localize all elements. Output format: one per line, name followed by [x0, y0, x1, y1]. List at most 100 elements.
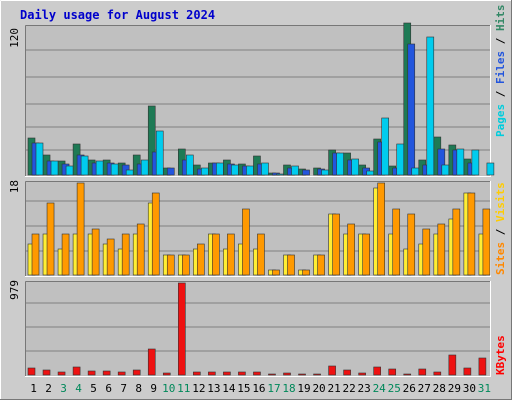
x-tick-label-day-9: 9	[150, 382, 157, 395]
bar-kbytes-day-18	[283, 372, 291, 376]
legends: Pages / Files / Hits Sites / Visits KBytes	[494, 5, 507, 376]
bar-sites-day-4	[76, 182, 85, 276]
x-tick-label-day-24: 24	[373, 382, 387, 395]
bar-kbytes-day-20	[313, 373, 321, 376]
legend-separator: /	[494, 84, 507, 104]
legend-pages: Pages	[494, 104, 507, 137]
panel-3-ymax-label: 979	[8, 280, 21, 300]
plot-area	[25, 281, 491, 377]
legend-visits: Visits	[494, 182, 507, 222]
bar-sites-day-17	[272, 269, 280, 276]
x-tick-label-day-4: 4	[75, 382, 82, 395]
bar-pages-day-28	[441, 164, 450, 176]
bar-sites-day-3	[61, 233, 70, 276]
bar-pages-day-31	[486, 162, 495, 176]
bar-files-day-26	[407, 43, 416, 176]
bar-pages-day-2	[50, 160, 59, 176]
bar-kbytes-day-3	[57, 371, 66, 376]
bar-sites-day-20	[317, 254, 325, 276]
bar-pages-day-30	[471, 149, 480, 176]
legend-panel-1: Pages / Files / Hits	[494, 5, 507, 138]
kbytes-panel	[25, 281, 491, 377]
bar-kbytes-day-7	[117, 371, 126, 376]
bar-kbytes-day-26	[403, 373, 412, 376]
x-tick-label-day-17: 17	[267, 382, 280, 395]
panel-1-ymax-label: 120	[8, 28, 21, 48]
bar-sites-day-5	[91, 228, 100, 276]
bar-sites-day-16	[257, 233, 265, 276]
x-tick-label-day-3: 3	[60, 382, 67, 395]
bar-pages-day-13	[216, 162, 224, 176]
bar-sites-day-26	[407, 213, 416, 276]
bar-pages-day-9	[155, 130, 164, 176]
x-axis-day-labels: 1 2 3 4 5 6 7 8 9 10 11 12 13 14 15 16 17 18 19 20 21 22 23 24 2…	[30, 382, 491, 395]
bar-sites-day-19	[302, 269, 310, 276]
x-tick-label-day-5: 5	[90, 382, 97, 395]
bar-sites-day-22	[347, 223, 355, 276]
bar-pages-day-3	[65, 165, 74, 176]
legend-panel-2: Sites / Visits	[494, 182, 507, 275]
bar-sites-day-31	[482, 208, 491, 276]
bar-sites-day-2	[46, 202, 55, 276]
x-tick-label-day-13: 13	[207, 382, 220, 395]
bar-pages-day-11	[186, 154, 194, 176]
legend-kbytes: KBytes	[494, 335, 507, 375]
bar-sites-day-23	[362, 233, 370, 276]
bar-sites-day-30	[467, 192, 476, 276]
bar-files-day-19	[302, 169, 310, 176]
bar-pages-day-4	[80, 155, 89, 176]
bar-pages-day-8	[140, 159, 149, 176]
x-tick-label-day-18: 18	[282, 382, 295, 395]
bar-kbytes-day-28	[433, 371, 442, 376]
bar-pages-day-22	[351, 158, 359, 176]
bar-kbytes-day-4	[72, 366, 81, 376]
bar-kbytes-day-22	[343, 369, 351, 376]
x-tick-label-day-22: 22	[343, 382, 356, 395]
visits-sites-panel	[25, 181, 491, 277]
x-tick-label-day-16: 16	[252, 382, 265, 395]
x-tick-label-day-29: 29	[448, 382, 461, 395]
bar-pages-day-17	[276, 173, 284, 176]
x-tick-label-day-26: 26	[403, 382, 416, 395]
bar-kbytes-day-30	[463, 367, 472, 376]
bar-files-day-10	[166, 167, 175, 176]
legend-separator: /	[494, 222, 507, 242]
x-tick-label-day-11: 11	[177, 382, 190, 395]
x-tick-label-day-8: 8	[135, 382, 142, 395]
bar-pages-day-24	[381, 117, 389, 176]
x-tick-label-day-23: 23	[358, 382, 371, 395]
bar-pages-day-29	[456, 148, 465, 176]
x-tick-label-day-6: 6	[105, 382, 112, 395]
x-tick-label-day-12: 12	[192, 382, 205, 395]
bar-kbytes-day-19	[298, 373, 306, 376]
chart-title: Daily usage for August 2024	[20, 8, 215, 22]
bar-kbytes-day-9	[147, 348, 156, 376]
bar-pages-day-20	[321, 169, 329, 176]
bar-kbytes-day-10	[162, 372, 171, 376]
bar-sites-day-18	[287, 254, 295, 276]
x-tick-label-day-1: 1	[30, 382, 37, 395]
legend-panel-3: KBytes	[494, 335, 507, 375]
x-tick-label-day-2: 2	[45, 382, 52, 395]
bar-pages-day-23	[366, 170, 374, 176]
panel-2-ymax-label: 18	[8, 180, 21, 193]
x-tick-label-day-10: 10	[162, 382, 175, 395]
bar-pages-day-21	[336, 152, 344, 176]
bar-sites-day-11	[182, 254, 190, 276]
bar-sites-day-13	[212, 233, 220, 276]
bar-sites-day-29	[452, 208, 461, 276]
x-tick-label-day-7: 7	[120, 382, 127, 395]
bar-sites-day-15	[242, 208, 250, 276]
bar-kbytes-day-16	[253, 371, 261, 376]
bar-files-day-28	[437, 148, 446, 176]
x-tick-label-day-31: 31	[478, 382, 491, 395]
bar-kbytes-day-11	[178, 282, 186, 376]
x-tick-label-day-27: 27	[418, 382, 431, 395]
bar-kbytes-day-24	[373, 366, 381, 376]
plot-area	[25, 25, 491, 177]
bar-sites-day-14	[227, 233, 235, 276]
bar-kbytes-day-15	[238, 371, 246, 376]
x-tick-label-day-28: 28	[433, 382, 446, 395]
